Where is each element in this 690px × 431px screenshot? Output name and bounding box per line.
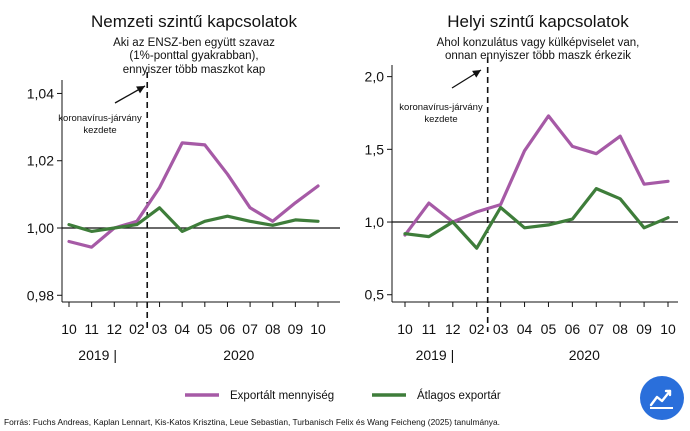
panel2-y-tick-label: 2,0 [365, 69, 385, 85]
panel2-series-avg-price-line [403, 187, 670, 250]
chart-logo-icon [640, 376, 684, 420]
panel1-y-tick-label: 1,00 [27, 220, 54, 236]
panel1-subtitle-line: ennyiszer több maszkot kap [123, 64, 266, 76]
panel2-year-label: 2020 [569, 347, 600, 363]
panel2-subtitle-line: onnan ennyiszer több maszk érkezik [445, 50, 631, 62]
panel1-event-label: kezdete [83, 125, 116, 136]
panel2-series-export-volume-line [403, 114, 670, 237]
panel2-x-tick-label: 08 [612, 321, 628, 337]
panel1-x-tick-label: 08 [265, 321, 281, 337]
panel1-x-tick-label: 06 [220, 321, 236, 337]
panel1-y-tick-label: 0,98 [27, 287, 54, 303]
panel1-series-export-volume-line [67, 141, 320, 249]
panel1-series-avg-price-line [67, 206, 320, 233]
panel1-title: Nemzeti szintű kapcsolatok [91, 12, 297, 31]
trend-chart-icon [649, 389, 673, 409]
panel2-y-tick-label: 1,0 [365, 214, 385, 230]
panel2-x-tick-label: 04 [517, 321, 533, 337]
panel1-x-tick-label: 05 [197, 321, 213, 337]
panel1-x-tick-label: 04 [174, 321, 190, 337]
panel1-subtitle-line: Aki az ENSZ-ben együtt szavaz [113, 37, 275, 49]
panel2-x-tick-label: 10 [660, 321, 676, 337]
panel1-x-tick-label: 12 [106, 321, 122, 337]
panel2-x-tick-label: 11 [422, 321, 437, 337]
panel2-y-tick-label: 1,5 [365, 141, 385, 157]
panel2-x-tick-label: 03 [493, 321, 509, 337]
panel2-x-tick-label: 06 [565, 321, 581, 337]
panel2-x-tick-label: 10 [397, 321, 413, 337]
panel1-x-tick-label: 11 [84, 321, 99, 337]
panel2-x-tick-label: 12 [445, 321, 461, 337]
panel1-event-arrowhead [136, 86, 145, 94]
panel1-subtitle-line: (1%-ponttal gyakrabban), [129, 50, 258, 62]
panel1-x-tick-label: 09 [288, 321, 304, 337]
legend-label-avg-price: Átlagos exportár [417, 389, 501, 402]
panel2-event-arrowhead [472, 70, 481, 78]
panel1-y-tick-label: 1,02 [27, 153, 54, 169]
panel2-subtitle-line: Ahol konzulátus vagy külképviselet van, [437, 37, 640, 49]
panel2-x-tick-label: 09 [636, 321, 652, 337]
panel1-x-tick-label: 03 [152, 321, 168, 337]
panel2-year-label: 2019 | [416, 347, 455, 363]
panel1-event-label: koronavírus-járvány [58, 113, 142, 124]
panel2-y-tick-label: 0,5 [365, 287, 385, 303]
panel1-x-tick-label: 10 [310, 321, 326, 337]
panel1-y-tick-label: 1,04 [27, 85, 54, 101]
panel2-event-label: kezdete [424, 114, 457, 125]
panel2-x-tick-label: 07 [588, 321, 604, 337]
legend-label-export-volume: Exportált mennyiség [230, 390, 334, 402]
panel1-x-tick-label: 10 [61, 321, 77, 337]
panel2-event-label: koronavírus-járvány [399, 102, 483, 113]
panel2-x-tick-label: 05 [541, 321, 557, 337]
source-note: Forrás: Fuchs Andreas, Kaplan Lennart, K… [4, 417, 500, 427]
panel1-x-tick-label: 07 [242, 321, 258, 337]
panel1-year-label: 2020 [223, 347, 254, 363]
panel1-year-label: 2019 | [78, 347, 117, 363]
panel2-x-tick-label: 02 [469, 321, 485, 337]
panel2-title: Helyi szintű kapcsolatok [447, 12, 629, 31]
panel1-x-tick-label: 02 [129, 321, 145, 337]
